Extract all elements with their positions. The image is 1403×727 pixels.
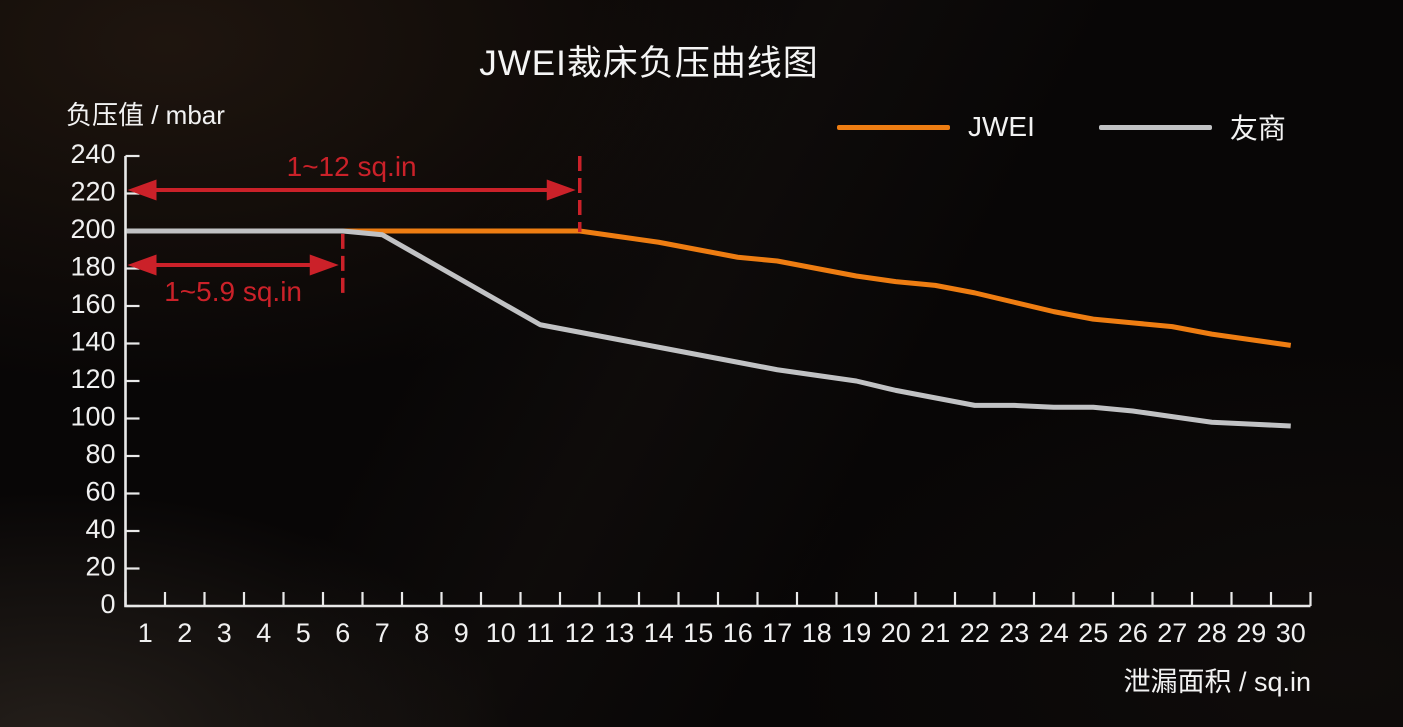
x-tick-label: 25 xyxy=(1078,618,1108,648)
y-tick-label: 240 xyxy=(70,139,115,169)
x-tick-label: 5 xyxy=(296,618,311,648)
arrowhead-right-icon xyxy=(309,254,339,276)
x-tick-label: 3 xyxy=(217,618,232,648)
y-tick-label: 40 xyxy=(85,514,115,544)
x-tick-label: 2 xyxy=(177,618,192,648)
x-axis-title: 泄漏面积 / sq.in xyxy=(1123,667,1311,697)
x-tick-label: 8 xyxy=(414,618,429,648)
x-tick-label: 10 xyxy=(486,618,516,648)
x-tick-label: 20 xyxy=(881,618,911,648)
arrowhead-left-icon xyxy=(127,254,157,276)
range-annotation-label: 1~5.9 sq.in xyxy=(164,276,302,307)
y-axis-title: 负压值 / mbar xyxy=(66,100,225,130)
y-tick-label: 20 xyxy=(85,552,115,582)
x-tick-label: 28 xyxy=(1197,618,1227,648)
y-tick-label: 120 xyxy=(70,364,115,394)
x-tick-label: 21 xyxy=(920,618,950,648)
y-tick-label: 200 xyxy=(70,214,115,244)
legend-line-competitor-swatch xyxy=(1098,124,1212,130)
x-tick-label: 22 xyxy=(960,618,990,648)
arrowhead-left-icon xyxy=(127,179,157,201)
x-tick-label: 24 xyxy=(1039,618,1069,648)
chart-title: JWEI裁床负压曲线图 xyxy=(479,44,819,83)
x-tick-label: 30 xyxy=(1276,618,1306,648)
x-tick-label: 12 xyxy=(565,618,595,648)
y-tick-label: 160 xyxy=(70,289,115,319)
y-tick-label: 140 xyxy=(70,327,115,357)
series-line-competitor xyxy=(126,228,1291,429)
x-tick-label: 11 xyxy=(526,618,554,648)
legend-line-jwei-swatch xyxy=(837,124,950,130)
legend-label-competitor: 友商 xyxy=(1229,113,1286,144)
range-annotation-label: 1~12 sq.in xyxy=(287,151,417,182)
x-tick-label: 9 xyxy=(454,618,469,648)
x-tick-label: 27 xyxy=(1157,618,1187,648)
x-tick-label: 18 xyxy=(802,618,832,648)
x-tick-label: 7 xyxy=(375,618,390,648)
x-tick-label: 1 xyxy=(138,618,153,648)
x-tick-label: 23 xyxy=(999,618,1029,648)
x-tick-label: 19 xyxy=(841,618,871,648)
x-tick-label: 13 xyxy=(604,618,634,648)
y-tick-label: 80 xyxy=(85,439,115,469)
x-tick-label: 26 xyxy=(1118,618,1148,648)
legend-label-jwei: JWEI xyxy=(968,111,1035,142)
axes xyxy=(124,156,1311,608)
x-tick-label: 4 xyxy=(256,618,271,648)
y-tick-label: 180 xyxy=(70,252,115,282)
y-tick-label: 100 xyxy=(70,402,115,432)
x-tick-label: 29 xyxy=(1236,618,1266,648)
x-tick-label: 14 xyxy=(644,618,674,648)
y-tick-label: 60 xyxy=(85,477,115,507)
arrowhead-right-icon xyxy=(546,179,576,201)
x-tick-label: 15 xyxy=(683,618,713,648)
y-tick-label: 220 xyxy=(70,177,115,207)
x-tick-label: 17 xyxy=(762,618,792,648)
legend: JWEI 友商 xyxy=(837,111,1286,144)
y-tick-label: 0 xyxy=(100,589,115,619)
x-tick-label: 16 xyxy=(723,618,753,648)
x-tick-label: 6 xyxy=(335,618,350,648)
